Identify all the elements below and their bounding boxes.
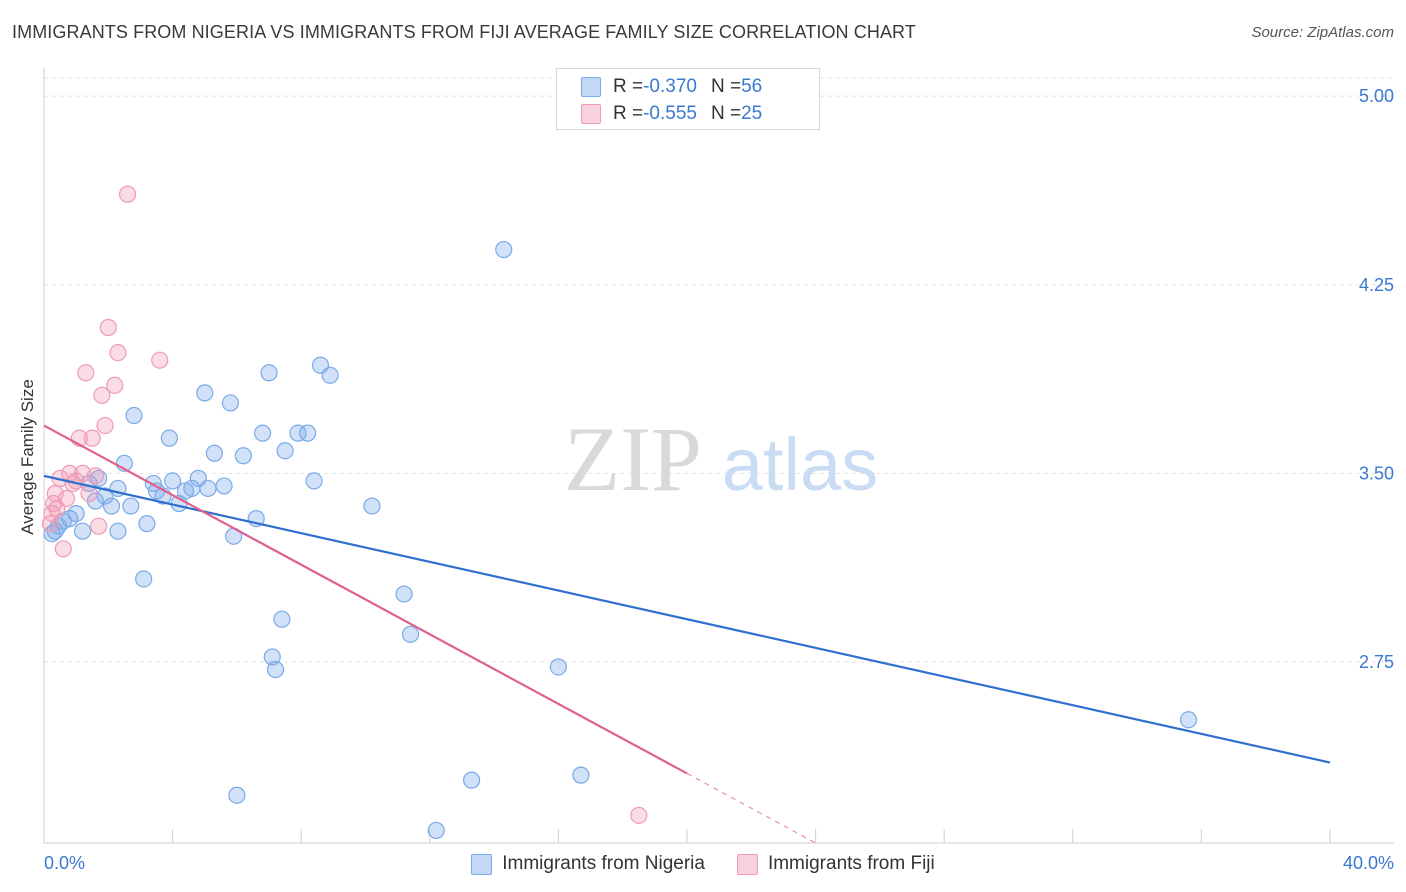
y-tick-label: 4.25: [1359, 275, 1394, 295]
trend-lines: [43, 424, 1331, 844]
data-point-nigeria[interactable]: [299, 424, 317, 442]
data-point-fiji[interactable]: [83, 429, 101, 447]
legend-row-nigeria: R = -0.370 N = 56: [581, 74, 762, 100]
legend-r-value: -0.555: [643, 103, 697, 124]
data-point-fiji[interactable]: [96, 416, 114, 435]
data-point-nigeria[interactable]: [254, 424, 272, 442]
data-point-nigeria[interactable]: [395, 585, 413, 603]
trend-line-fiji: [43, 424, 688, 775]
data-point-nigeria[interactable]: [164, 472, 182, 490]
y-tick-labels: 2.75 3.50 4.25 5.00: [1359, 86, 1394, 672]
data-point-nigeria[interactable]: [401, 625, 420, 643]
watermark-zip: ZIP: [564, 408, 702, 510]
chart-title: IMMIGRANTS FROM NIGERIA VS IMMIGRANTS FR…: [12, 22, 916, 42]
data-point-fiji[interactable]: [54, 540, 72, 558]
data-point-fiji[interactable]: [99, 318, 117, 337]
data-point-nigeria[interactable]: [160, 429, 178, 447]
data-point-fiji[interactable]: [118, 185, 137, 203]
y-tick-label: 2.75: [1359, 652, 1394, 672]
data-point-nigeria[interactable]: [273, 610, 291, 628]
data-point-fiji[interactable]: [630, 806, 648, 824]
data-point-nigeria[interactable]: [276, 442, 294, 460]
axes: [43, 68, 1394, 844]
trend-line-nigeria: [43, 474, 1331, 764]
x-tick-label-min: 0.0%: [44, 853, 85, 873]
data-point-nigeria[interactable]: [138, 515, 156, 533]
data-point-nigeria[interactable]: [122, 497, 140, 515]
legend-n-value: 56: [741, 76, 763, 97]
data-point-fiji[interactable]: [57, 489, 76, 508]
data-point-nigeria[interactable]: [263, 648, 281, 666]
x-tick-label-max: 40.0%: [1343, 853, 1394, 873]
data-point-fiji[interactable]: [93, 386, 111, 405]
data-point-nigeria[interactable]: [90, 469, 108, 487]
correlation-legend: R = -0.370 N = 56 R = -0.555 N = 25: [556, 68, 820, 130]
legend-label-nigeria: Immigrants from Nigeria: [502, 853, 705, 874]
chart-source: Source: ZipAtlas.com: [1251, 24, 1394, 41]
data-point-nigeria[interactable]: [125, 406, 143, 425]
data-point-nigeria[interactable]: [462, 771, 481, 789]
y-axis-label: Average Family Size: [18, 379, 37, 535]
legend-item-nigeria[interactable]: Immigrants from Nigeria: [471, 853, 705, 875]
data-point-nigeria[interactable]: [135, 570, 153, 588]
data-point-nigeria[interactable]: [228, 786, 246, 804]
data-point-nigeria[interactable]: [321, 366, 339, 384]
data-point-nigeria[interactable]: [109, 522, 127, 540]
data-point-nigeria[interactable]: [215, 477, 233, 495]
y-tick-label: 3.50: [1359, 463, 1394, 483]
data-point-nigeria[interactable]: [266, 660, 285, 679]
data-point-fiji[interactable]: [90, 517, 108, 535]
data-point-nigeria[interactable]: [221, 394, 240, 412]
data-point-nigeria[interactable]: [572, 766, 590, 784]
data-point-nigeria[interactable]: [205, 444, 223, 462]
data-point-fiji[interactable]: [151, 351, 169, 369]
data-point-nigeria[interactable]: [196, 384, 214, 402]
watermark-atlas: atlas: [722, 423, 878, 506]
legend-r-label: R =: [613, 76, 644, 97]
gridlines: [44, 77, 1394, 663]
legend-n-label: N =: [710, 103, 742, 124]
data-points: [41, 185, 1198, 840]
data-point-fiji[interactable]: [77, 364, 95, 382]
data-point-nigeria[interactable]: [67, 504, 85, 523]
data-point-nigeria[interactable]: [363, 497, 381, 515]
data-point-fiji[interactable]: [106, 376, 124, 394]
legend-label-fiji: Immigrants from Fiji: [767, 853, 935, 874]
trend-line-extension-fiji: [686, 772, 816, 844]
legend-r-label: R =: [613, 103, 644, 124]
legend-r-value: -0.370: [643, 76, 697, 97]
legend-swatch-fiji: [581, 104, 601, 124]
legend-row-fiji: R = -0.555 N = 25: [581, 101, 762, 127]
data-point-nigeria[interactable]: [234, 447, 252, 465]
data-point-nigeria[interactable]: [305, 472, 323, 490]
data-point-nigeria[interactable]: [73, 522, 92, 540]
data-point-fiji[interactable]: [86, 467, 105, 485]
data-point-nigeria[interactable]: [260, 364, 278, 382]
x-tick-labels: 0.0% 40.0%: [44, 853, 1394, 873]
data-point-nigeria[interactable]: [199, 479, 217, 498]
data-point-nigeria[interactable]: [1179, 711, 1198, 729]
legend-n-value: 25: [741, 103, 763, 124]
data-point-nigeria[interactable]: [549, 658, 568, 676]
data-point-fiji[interactable]: [109, 344, 127, 362]
data-point-nigeria[interactable]: [427, 821, 445, 840]
data-point-nigeria[interactable]: [495, 240, 513, 259]
data-point-fiji[interactable]: [73, 464, 92, 482]
watermark: ZIP atlas: [564, 408, 878, 510]
legend-item-fiji[interactable]: Immigrants from Fiji: [736, 853, 935, 875]
y-tick-label: 5.00: [1359, 86, 1394, 106]
legend-n-label: N =: [710, 76, 742, 97]
legend-swatch-nigeria: [581, 77, 601, 97]
legend-swatch-fiji: [736, 853, 758, 875]
legend-swatch-nigeria: [471, 853, 493, 875]
series-legend: Immigrants from Nigeria Immigrants from …: [0, 850, 1406, 878]
data-point-nigeria[interactable]: [289, 424, 307, 442]
data-point-nigeria[interactable]: [102, 497, 121, 515]
